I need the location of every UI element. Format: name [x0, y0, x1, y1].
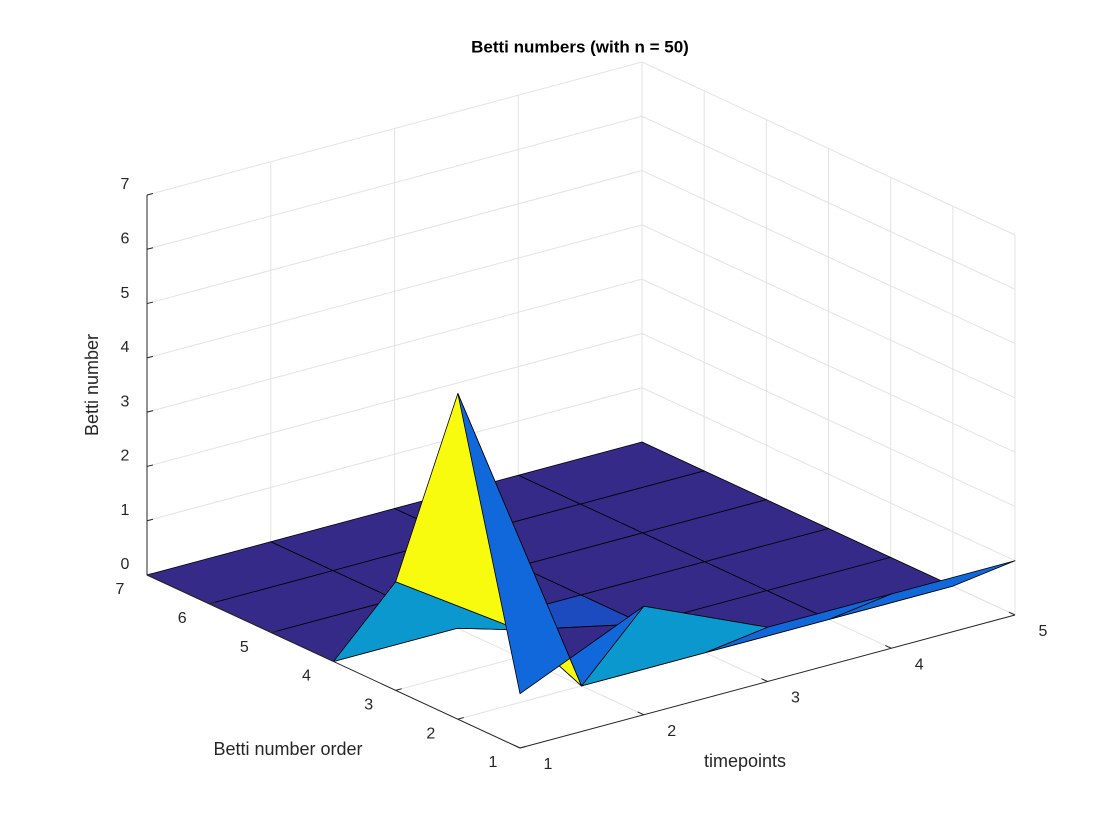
grid-line	[146, 224, 643, 359]
y-tick-label: 6	[178, 610, 187, 627]
x-axis-label: timepoints	[704, 751, 786, 771]
grid-line	[641, 387, 1016, 562]
surface-face	[457, 393, 645, 695]
y-tick-label: 3	[364, 697, 373, 714]
y-tick-label: 4	[302, 668, 311, 685]
grid-line	[146, 278, 643, 413]
z-tick-label: 1	[121, 502, 130, 519]
z-tick	[146, 193, 154, 196]
y-tick	[333, 659, 340, 662]
grid-line	[146, 332, 643, 467]
z-tick-label: 4	[121, 339, 130, 356]
z-tick	[146, 301, 154, 305]
surface-layer	[146, 393, 1016, 695]
grid-line	[641, 115, 1016, 290]
z-tick-label: 7	[121, 176, 130, 193]
x-tick-label: 5	[1039, 623, 1048, 640]
x-tick-label: 1	[544, 756, 553, 773]
z-tick	[146, 410, 154, 413]
x-tick	[637, 711, 644, 716]
y-tick	[519, 745, 527, 749]
y-tick	[395, 688, 402, 691]
y-tick	[209, 601, 216, 605]
grid-line	[641, 170, 1016, 345]
z-tick	[146, 518, 154, 522]
y-tick-label: 5	[240, 639, 249, 656]
z-tick-label: 6	[121, 231, 130, 248]
y-axis-label: Betti number order	[213, 739, 362, 759]
z-axis-label: Betti number	[82, 334, 102, 436]
grid-line	[146, 115, 643, 250]
z-tick-label: 0	[121, 556, 130, 573]
grid-line	[146, 387, 643, 522]
z-tick	[146, 464, 154, 467]
x-tick-label: 4	[915, 656, 924, 673]
z-tick	[146, 355, 154, 359]
x-tick	[513, 744, 521, 749]
y-tick	[146, 572, 154, 576]
y-tick-label: 2	[426, 725, 435, 742]
x-tick-label: 3	[791, 690, 800, 707]
y-tick	[457, 717, 464, 720]
axes-layer: 0 1 2 3 4 5 6 7 1 2 3 4 5 6 7 1 2 3 4 5	[116, 176, 1048, 773]
x-tick-label: 2	[667, 723, 676, 740]
grid-line	[146, 170, 643, 305]
grid-line	[641, 224, 1016, 399]
z-tick-label: 3	[121, 393, 130, 410]
chart-title: Betti numbers (with n = 50)	[471, 37, 689, 56]
grid-line	[641, 278, 1016, 453]
y-tick-label: 7	[116, 581, 125, 598]
z-tick-label: 5	[121, 285, 130, 302]
y-tick-label: 1	[489, 754, 498, 771]
x-tick	[1008, 611, 1016, 616]
x-tick	[885, 644, 892, 649]
grid-line	[641, 332, 1016, 507]
z-tick-label: 2	[121, 448, 130, 465]
y-tick	[271, 630, 278, 634]
z-tick	[146, 247, 154, 250]
x-tick	[761, 678, 768, 682]
grid-line	[146, 61, 643, 196]
grid-line	[641, 61, 1016, 236]
